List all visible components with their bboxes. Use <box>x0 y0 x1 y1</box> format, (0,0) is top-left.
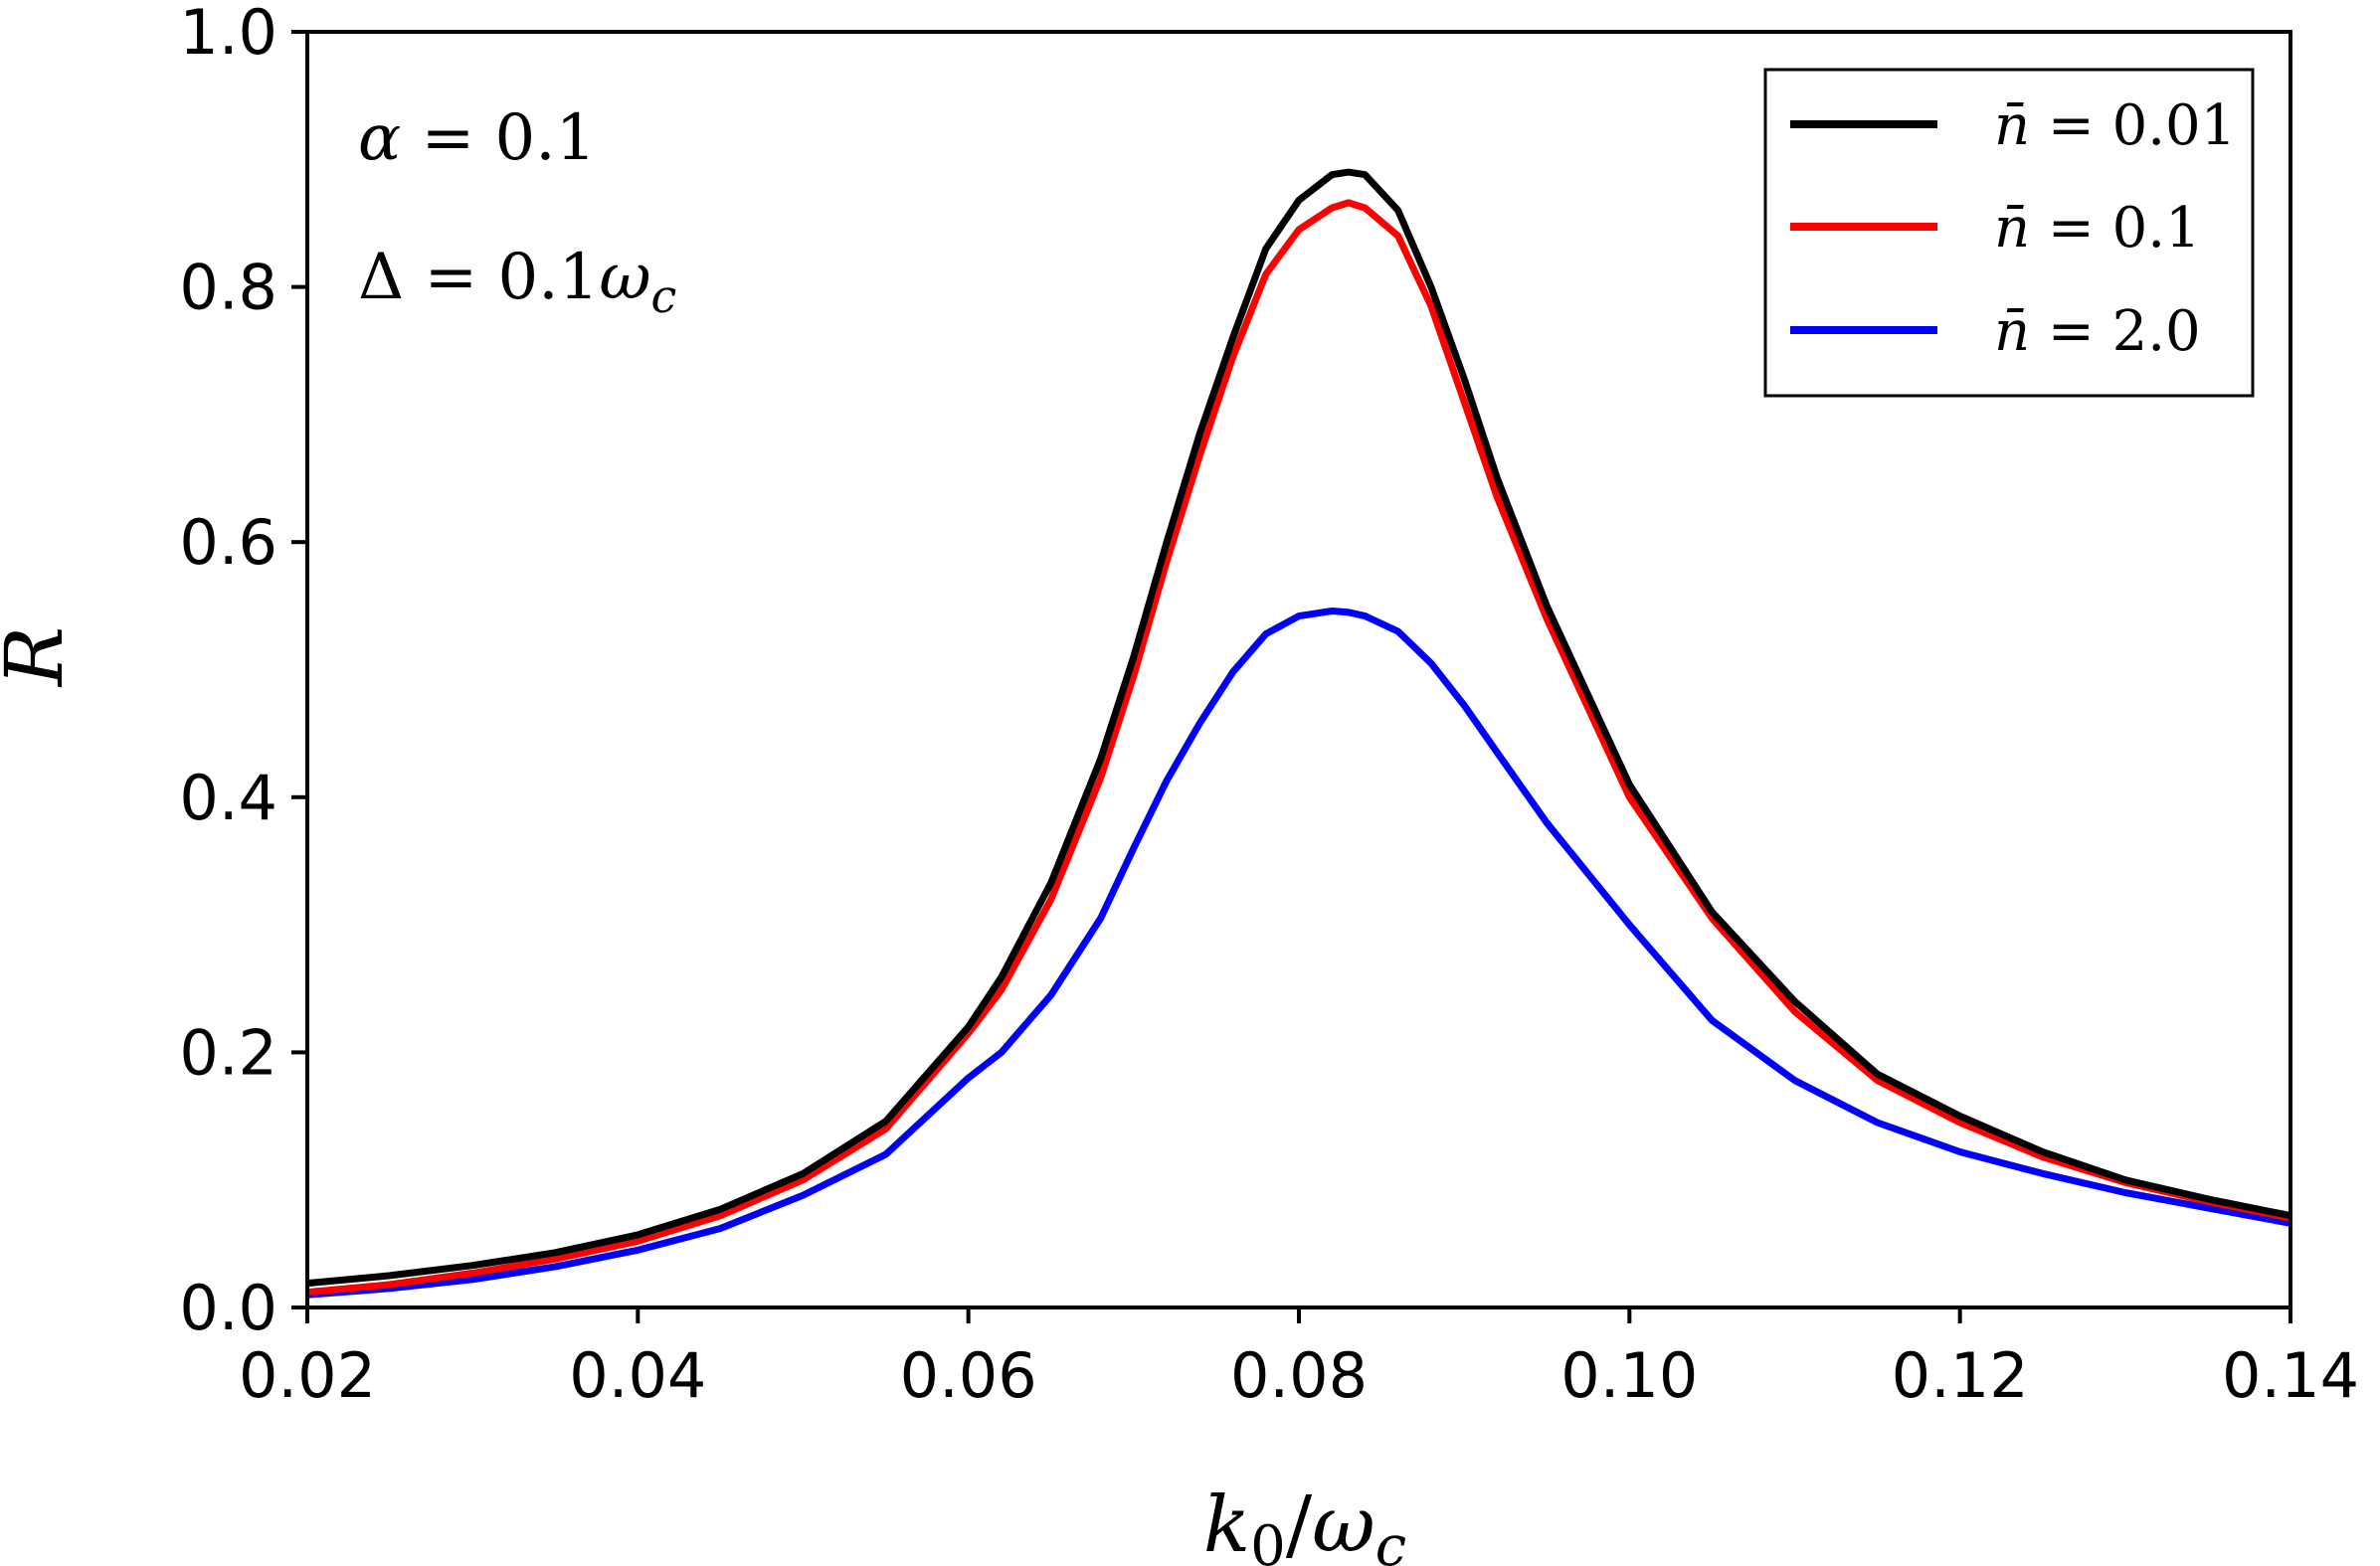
y-tick-label: 0.0 <box>179 1272 277 1344</box>
series-line-2 <box>306 608 2291 1299</box>
legend-label-n001: n̄ = 0.01 <box>1994 93 2236 158</box>
legend: n̄ = 0.01 n̄ = 0.1 n̄ = 2.0 <box>1763 68 2255 398</box>
y-tick-label: 0.4 <box>179 762 277 834</box>
series-line-1 <box>306 199 2291 1297</box>
x-tick-label: 0.14 <box>2222 1339 2359 1412</box>
x-tick-label: 0.02 <box>239 1339 376 1412</box>
x-tick-label: 0.08 <box>1230 1339 1368 1412</box>
y-axis-label: R <box>0 626 81 688</box>
x-tick-label: 0.06 <box>900 1339 1037 1412</box>
y-tick-label: 0.8 <box>179 252 277 324</box>
y-tick-label: 0.6 <box>179 506 277 579</box>
plot-area <box>306 168 2291 1299</box>
legend-label-n2: n̄ = 2.0 <box>1994 299 2201 364</box>
x-tick-label: 0.10 <box>1560 1339 1698 1412</box>
annotation-delta: Δ = 0.1ωc <box>358 241 676 323</box>
y-tick-label: 1.0 <box>179 0 277 69</box>
x-tick-label: 0.04 <box>569 1339 706 1412</box>
axes: 0.02 0.04 0.06 0.08 0.10 0.12 0.14 0.0 0.2 0.4 0.6… <box>179 0 2359 1412</box>
series-line-0 <box>306 168 2291 1288</box>
annotation-alpha: α = 0.1 <box>358 101 596 175</box>
y-tick-label: 0.2 <box>179 1016 277 1089</box>
x-tick-label: 0.12 <box>1892 1339 2029 1412</box>
x-axis-label: k0/ωc <box>1203 1480 1406 1566</box>
legend-label-n01: n̄ = 0.1 <box>1994 196 2201 261</box>
